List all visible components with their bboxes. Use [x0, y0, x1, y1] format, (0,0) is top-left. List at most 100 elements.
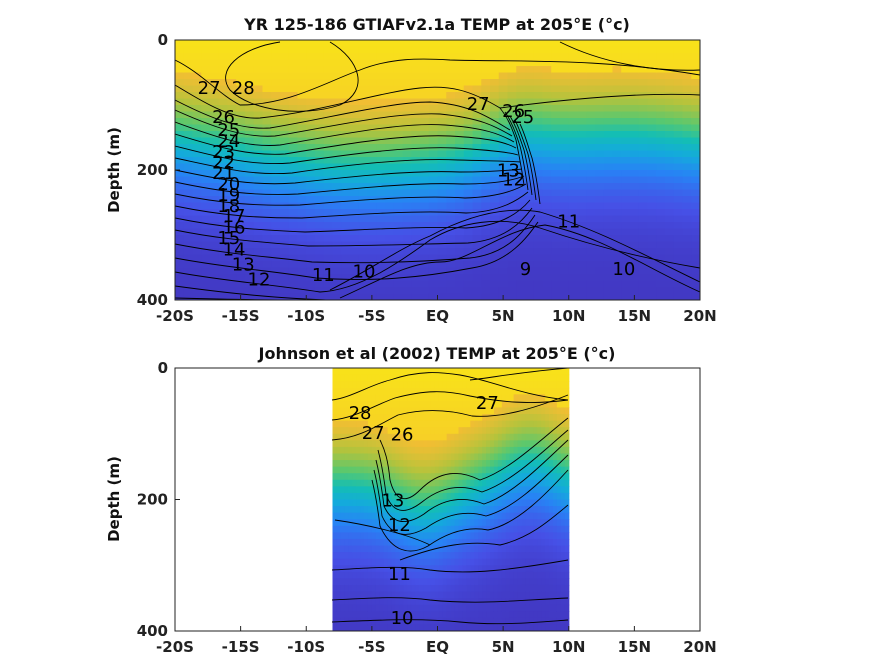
top-field-cell	[603, 40, 614, 48]
top-field-cell	[595, 144, 605, 152]
top-field-cell	[183, 124, 194, 132]
top-field-cell	[682, 92, 692, 100]
top-field-cell	[612, 241, 622, 249]
bottom-field-cell	[434, 584, 440, 593]
top-field-cell	[262, 196, 272, 204]
bottom-field-cell	[549, 473, 554, 481]
bottom-field-cell	[336, 558, 341, 566]
bottom-field-cell	[486, 611, 491, 619]
top-field-cell	[350, 111, 360, 119]
top-field-cell	[297, 176, 307, 184]
top-field-cell	[665, 261, 675, 269]
top-field-cell	[437, 267, 447, 275]
bottom-field-cell	[553, 565, 558, 573]
top-field-cell	[446, 137, 456, 145]
bottom-field-cell	[415, 565, 420, 573]
bottom-field-cell	[497, 545, 503, 553]
top-field-cell	[560, 92, 570, 100]
top-field-cell	[630, 202, 640, 210]
top-field-cell	[262, 66, 272, 74]
top-field-cell	[455, 241, 465, 249]
top-field-cell	[507, 98, 517, 106]
bottom-field-cell	[521, 486, 527, 494]
top-field-cell	[236, 131, 246, 139]
bottom-field-cell	[379, 578, 385, 586]
bottom-field-cell	[352, 604, 357, 612]
bottom-field-cell	[411, 565, 416, 573]
top-field-cell	[183, 254, 194, 262]
bottom-field-cell	[430, 400, 436, 409]
top-field-cell	[420, 40, 430, 48]
top-field-cell	[253, 189, 264, 197]
bottom-field-cell	[446, 545, 452, 553]
top-field-cell	[288, 150, 299, 158]
bottom-field-cell	[478, 387, 483, 395]
top-field-cell	[691, 215, 700, 223]
bottom-field-cell	[533, 512, 538, 520]
bottom-field-cell	[521, 624, 527, 631]
top-field-cell	[621, 59, 631, 67]
bottom-field-cell	[352, 598, 357, 606]
bottom-field-cell	[360, 414, 365, 422]
bottom-field-cell	[430, 466, 436, 474]
top-field-cell	[218, 170, 229, 178]
bottom-panel: Johnson et al (2002) TEMP at 205°E (°c) …	[105, 344, 717, 656]
bottom-field-cell	[482, 565, 487, 573]
top-contour-label: 15	[217, 228, 240, 249]
top-field-cell	[507, 222, 517, 230]
bottom-field-cell	[509, 387, 515, 395]
top-field-cell	[227, 92, 237, 100]
bottom-field-cell	[332, 538, 338, 547]
bottom-field-cell	[549, 512, 554, 520]
top-field-cell	[245, 85, 255, 93]
bottom-field-cell	[478, 407, 483, 415]
bottom-field-cell	[529, 598, 534, 606]
bottom-field-cell	[517, 400, 523, 409]
top-field-cell	[367, 215, 377, 223]
bottom-field-cell	[356, 433, 361, 441]
top-field-cell	[638, 105, 649, 113]
bottom-field-cell	[356, 420, 361, 428]
bottom-field-cell	[490, 552, 495, 560]
bottom-field-cell	[395, 624, 401, 631]
top-field-cell	[218, 254, 229, 262]
bottom-field-cell	[482, 394, 487, 402]
top-field-cell	[595, 85, 605, 93]
top-field-cell	[595, 92, 605, 100]
bottom-field-cell	[537, 387, 542, 395]
bottom-field-cell	[407, 584, 412, 593]
top-field-cell	[323, 124, 334, 132]
bottom-field-cell	[391, 368, 397, 376]
bottom-field-cell	[427, 538, 432, 547]
bottom-field-cell	[560, 506, 566, 514]
bottom-field-cell	[513, 552, 519, 560]
bottom-field-cell	[454, 466, 460, 474]
top-field-cell	[647, 267, 657, 275]
top-field-cell	[595, 222, 605, 230]
top-field-cell	[525, 189, 535, 197]
top-field-cell	[437, 235, 447, 243]
top-field-cell	[280, 40, 290, 48]
bottom-field-cell	[501, 466, 507, 474]
top-field-cell	[568, 287, 579, 295]
top-field-cell	[323, 157, 334, 165]
top-field-cell	[525, 235, 535, 243]
bottom-field-cell	[375, 545, 381, 553]
top-field-cell	[691, 105, 700, 113]
top-field-cell	[288, 85, 299, 93]
bottom-field-cell	[391, 584, 397, 593]
top-field-cell	[665, 215, 675, 223]
bottom-field-cell	[434, 525, 440, 533]
bottom-field-cell	[478, 565, 483, 573]
bottom-field-cell	[529, 584, 534, 593]
bottom-field-cell	[367, 519, 373, 527]
top-field-cell	[192, 131, 202, 139]
bottom-field-cell	[348, 538, 353, 547]
top-field-cell	[358, 183, 369, 191]
top-field-cell	[411, 261, 421, 269]
bottom-field-cell	[399, 624, 404, 631]
bottom-field-cell	[403, 565, 408, 573]
bottom-field-cell	[505, 466, 511, 474]
bottom-field-cell	[407, 374, 412, 382]
top-field-cell	[306, 144, 316, 152]
